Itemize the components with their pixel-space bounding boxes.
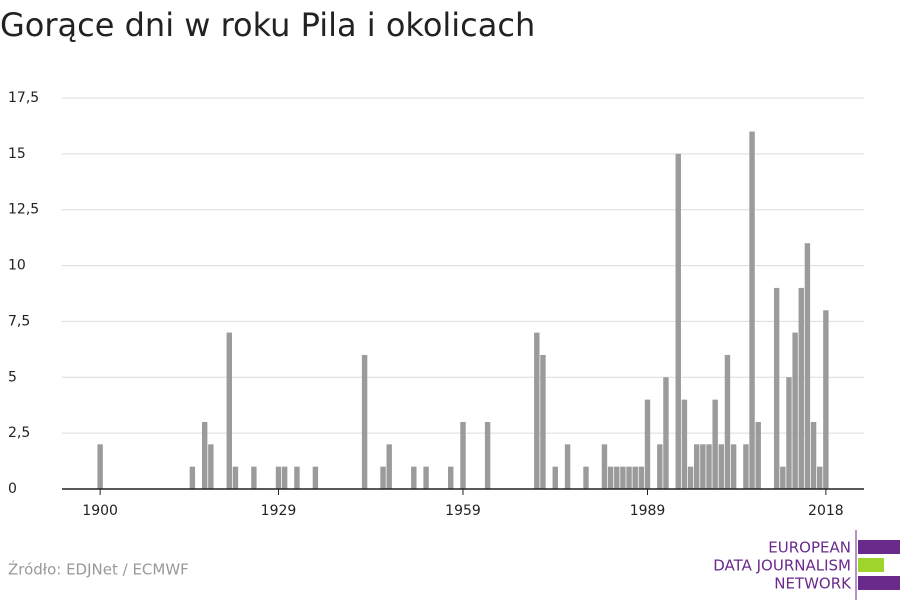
logo-bar xyxy=(858,558,884,572)
x-tick-label: 1989 xyxy=(630,503,666,519)
bar xyxy=(201,421,208,489)
bar xyxy=(620,466,626,489)
bar xyxy=(386,444,392,489)
y-tick-label: 7,5 xyxy=(8,313,30,329)
source: Źródło: EDJNet / ECMWF xyxy=(8,560,189,579)
bar xyxy=(534,332,540,489)
bar xyxy=(687,466,694,489)
bar xyxy=(484,421,491,489)
x-tick-label: 2018 xyxy=(808,503,844,519)
bar xyxy=(361,354,368,489)
bar xyxy=(232,466,239,489)
chart-title: Gorące dni w roku Pila i okolicach xyxy=(0,6,535,44)
logo-text: DATA JOURNALISM xyxy=(713,557,851,575)
bar xyxy=(294,466,300,489)
bar xyxy=(564,444,571,489)
y-tick-label: 10 xyxy=(8,258,26,274)
bar xyxy=(423,466,429,489)
bar xyxy=(281,466,288,489)
bar xyxy=(700,444,706,489)
bar xyxy=(632,466,638,489)
bar xyxy=(712,399,718,489)
bar xyxy=(460,421,466,489)
bar xyxy=(312,466,319,489)
bar xyxy=(730,444,737,489)
x-tick-label: 1900 xyxy=(82,503,118,519)
bar xyxy=(749,131,755,489)
bar xyxy=(626,466,632,489)
x-tick-label: 1929 xyxy=(261,503,297,519)
y-tick-label: 17,5 xyxy=(8,90,39,106)
y-tick-label: 15 xyxy=(8,146,26,162)
bar xyxy=(773,287,780,489)
bar xyxy=(601,444,608,489)
bar xyxy=(681,399,688,489)
bar xyxy=(251,466,257,489)
bar xyxy=(226,332,232,489)
bar xyxy=(189,466,196,489)
bar xyxy=(208,444,214,489)
bar xyxy=(694,444,700,489)
bar xyxy=(804,243,811,489)
bar xyxy=(792,332,798,489)
bar xyxy=(447,466,454,489)
bar xyxy=(755,421,761,489)
bar xyxy=(97,444,103,489)
x-tick-label: 1959 xyxy=(445,503,481,519)
bar xyxy=(644,399,651,489)
logo-bar xyxy=(858,540,900,554)
logo-bar xyxy=(858,576,900,590)
y-tick-label: 12,5 xyxy=(8,202,39,218)
bar xyxy=(583,466,589,489)
bar xyxy=(780,466,786,489)
y-tick-label: 5 xyxy=(8,369,17,385)
y-tick-label: 0 xyxy=(8,481,17,497)
bar xyxy=(614,466,620,489)
bar xyxy=(675,153,681,489)
bar xyxy=(743,444,749,489)
bar xyxy=(786,377,792,489)
bar xyxy=(724,354,731,489)
bar xyxy=(275,466,282,489)
bar xyxy=(380,466,386,489)
y-tick-label: 2,5 xyxy=(8,425,30,441)
bar xyxy=(798,287,804,489)
bar xyxy=(411,466,417,489)
bar xyxy=(823,310,829,489)
bar xyxy=(540,354,546,489)
logo-text: EUROPEAN xyxy=(768,539,851,557)
bar xyxy=(663,377,669,489)
logo-text: NETWORK xyxy=(774,575,852,593)
bar xyxy=(638,466,645,489)
bar xyxy=(657,444,663,489)
bar xyxy=(817,466,823,489)
bar xyxy=(607,466,614,489)
bar xyxy=(552,466,558,489)
bar xyxy=(810,421,817,489)
bar xyxy=(706,444,712,489)
bar xyxy=(718,444,725,489)
